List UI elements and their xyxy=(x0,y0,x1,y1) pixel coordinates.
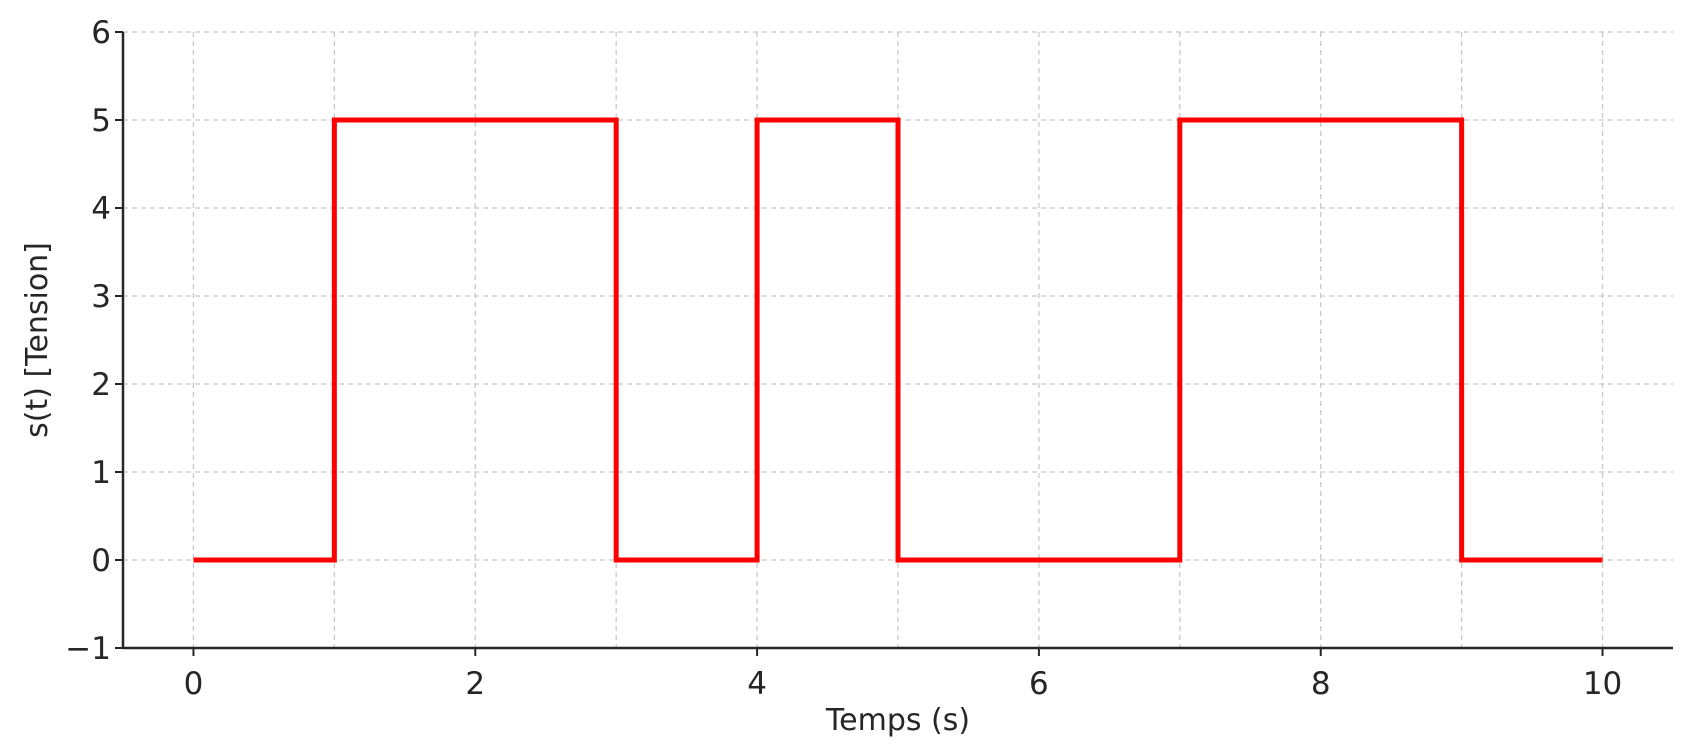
x-tick-label: 4 xyxy=(747,666,767,702)
x-tick-label: 6 xyxy=(1029,666,1049,702)
series-layer xyxy=(193,117,1603,563)
x-tick-label: 2 xyxy=(465,666,485,702)
series-line xyxy=(193,117,1603,563)
y-tick-label: −1 xyxy=(65,631,111,667)
y-tick-label: 1 xyxy=(91,455,111,491)
x-tick-label: 8 xyxy=(1311,666,1331,702)
axes-layer xyxy=(121,32,1673,650)
x-axis-title: Temps (s) xyxy=(825,703,970,738)
y-tick-label: 3 xyxy=(91,279,111,315)
x-tick-label: 10 xyxy=(1583,666,1622,702)
y-axis-title: s(t) [Tension] xyxy=(20,242,55,438)
y-tick-label: 6 xyxy=(91,15,111,51)
y-tick-label: 5 xyxy=(91,103,111,139)
x-tick-label: 0 xyxy=(184,666,204,702)
y-tick-label: 2 xyxy=(91,367,111,403)
y-tick-label: 0 xyxy=(91,543,111,579)
ticks-layer: 0 2 4 6 8 10 −1 0 1 2 3 4 5 6 xyxy=(65,15,1622,702)
y-tick-label: 4 xyxy=(91,191,111,227)
